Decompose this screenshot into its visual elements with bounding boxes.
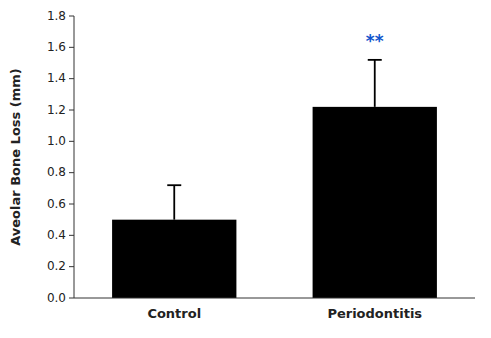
- y-tick-label: 0.2: [47, 259, 66, 273]
- x-tick-label: Control: [147, 306, 201, 321]
- y-tick-label: 0.6: [47, 197, 66, 211]
- chart-container: 0.0 0.2 0.4 0.6 0.8 1.0 1.2 1.4 1.6 1.8 Aveolar Bo…: [0, 0, 491, 338]
- y-tick-label: 1.4: [47, 71, 66, 85]
- y-tick-label: 0.0: [47, 291, 66, 305]
- error-whisker: [374, 60, 376, 107]
- y-tick: [69, 298, 74, 299]
- y-tick: [69, 204, 74, 205]
- x-axis-line: [74, 298, 475, 299]
- y-tick: [69, 16, 74, 17]
- error-cap: [167, 184, 181, 186]
- significance-label: **: [366, 31, 384, 51]
- plot-area: [112, 60, 437, 298]
- y-tick: [69, 110, 74, 111]
- y-tick: [69, 78, 74, 79]
- y-tick-label: 0.4: [47, 228, 66, 242]
- y-tick: [69, 172, 74, 173]
- x-tick-label: Periodontitis: [327, 306, 422, 321]
- error-bar: [368, 60, 382, 107]
- y-tick: [69, 47, 74, 48]
- y-axis-line: [74, 16, 75, 298]
- error-bar: [167, 185, 181, 219]
- y-tick-label: 1.6: [47, 40, 66, 54]
- error-whisker: [173, 185, 175, 219]
- y-axis-label: Aveolar Bone Loss (mm): [8, 68, 23, 246]
- y-tick-label: 0.8: [47, 165, 66, 179]
- x-axis: Control Periodontitis: [74, 298, 475, 321]
- y-tick: [69, 266, 74, 267]
- y-tick: [69, 235, 74, 236]
- error-cap: [368, 59, 382, 61]
- chart-svg: 0.0 0.2 0.4 0.6 0.8 1.0 1.2 1.4 1.6 1.8 Aveolar Bo…: [0, 0, 491, 338]
- bar: [112, 220, 236, 298]
- y-tick-label: 1.2: [47, 103, 66, 117]
- y-tick-label: 1.8: [47, 9, 66, 23]
- y-axis: 0.0 0.2 0.4 0.6 0.8 1.0 1.2 1.4 1.6 1.8: [47, 9, 74, 305]
- y-tick-label: 1.0: [47, 134, 66, 148]
- bar: [313, 107, 437, 298]
- y-tick: [69, 141, 74, 142]
